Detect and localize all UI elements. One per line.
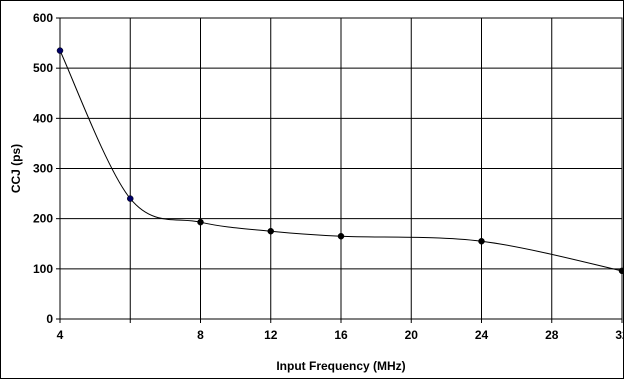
y-axis-title: CCJ (ps) <box>9 144 23 193</box>
data-point <box>127 195 134 202</box>
x-tick-label: 4 <box>57 328 64 342</box>
y-tick-label: 200 <box>33 212 53 226</box>
data-point <box>197 218 204 226</box>
x-tick-label: 28 <box>545 328 559 342</box>
y-tick-label: 100 <box>33 262 53 276</box>
data-point <box>267 227 274 235</box>
y-tick-label: 500 <box>33 61 53 75</box>
x-axis-title: Input Frequency (MHz) <box>276 359 405 373</box>
y-tick-label: 0 <box>46 312 53 326</box>
y-tick-label: 400 <box>33 111 53 125</box>
x-tick-label: 16 <box>334 328 348 342</box>
data-point <box>478 237 485 245</box>
y-tick-label: 300 <box>33 162 53 176</box>
y-tick-label: 600 <box>33 11 53 25</box>
x-tick-label: 32 <box>615 328 624 342</box>
y-axis-ticks: 0 100 200 300 400 500 600 <box>33 11 60 326</box>
x-tick-label: 12 <box>264 328 278 342</box>
x-tick-label: 24 <box>475 328 489 342</box>
gridlines <box>59 17 623 320</box>
x-axis-ticks: 4 8 12 16 20 24 28 32 <box>57 319 624 342</box>
data-point <box>618 267 624 275</box>
series-markers <box>56 47 624 275</box>
data-point <box>56 47 64 54</box>
x-tick-label: 8 <box>197 328 204 342</box>
data-point <box>337 232 345 240</box>
x-tick-label: 20 <box>405 328 419 342</box>
